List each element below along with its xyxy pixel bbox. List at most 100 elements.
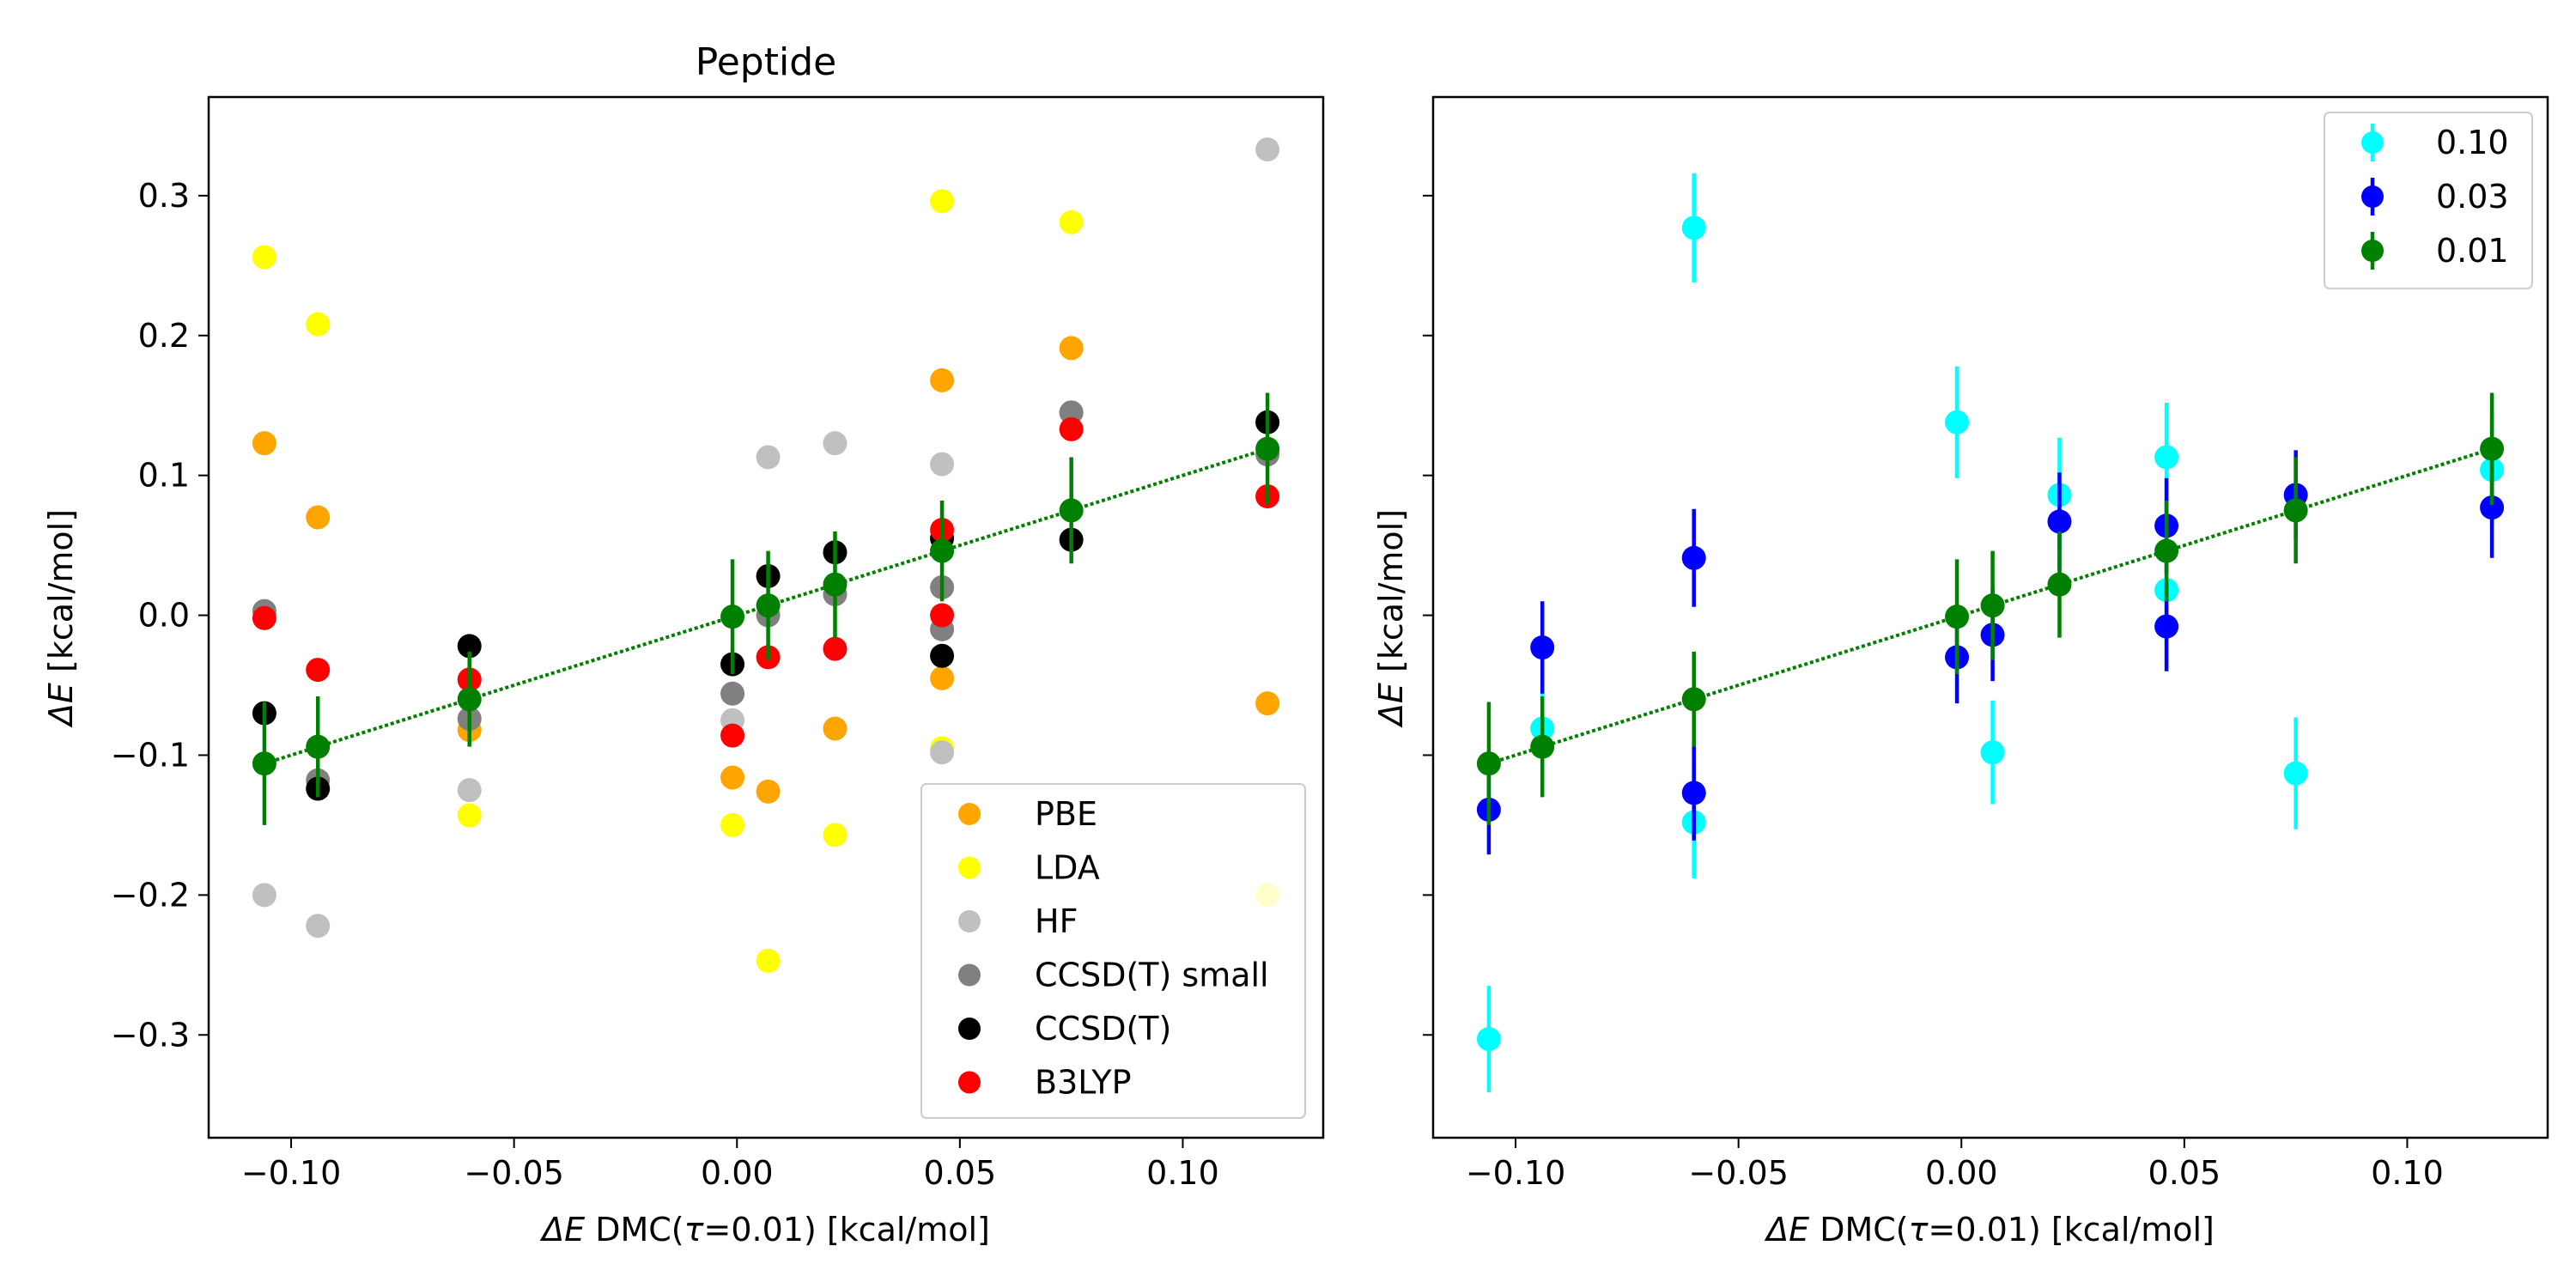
legend-label: CCSD(T) small: [1035, 957, 1269, 994]
y-tick-label: 0.1: [138, 457, 190, 495]
point-hf: [930, 452, 955, 477]
errorbar-point: [756, 593, 781, 618]
point-lda: [1059, 210, 1084, 234]
legend-label: PBE: [1035, 795, 1097, 833]
errorbar-point: [1945, 410, 1970, 434]
x-axis-label: ΔE DMC(τ=0.01) [kcal/mol]: [1764, 1211, 2215, 1249]
x-tick-label: 0.00: [701, 1154, 774, 1192]
errorbar-point: [1681, 687, 1706, 712]
y-axis-label-part: [kcal/mol]: [42, 509, 80, 683]
x-tick-label: −0.05: [1688, 1154, 1788, 1192]
legend-frame: [920, 783, 1306, 1119]
legend-marker: [958, 856, 981, 879]
legend-label: B3LYP: [1035, 1064, 1132, 1102]
plot-area-frame: [207, 95, 1325, 1139]
y-axis-label: ΔE [kcal/mol]: [42, 509, 80, 728]
y-tick-label: 0.2: [138, 317, 190, 355]
legend-marker: [958, 910, 981, 933]
legend-marker: [958, 1071, 981, 1094]
legend-label: 0.01: [2436, 232, 2509, 270]
x-tick-label: 0.10: [2371, 1154, 2444, 1192]
legend-marker: [958, 1018, 981, 1040]
y-tick-label: −0.2: [111, 876, 190, 914]
x-tick-label: −0.05: [464, 1154, 563, 1192]
errorbar-point: [2154, 614, 2179, 639]
x-tick-label: 0.00: [1925, 1154, 1998, 1192]
x-axis-label-part: DMC(: [1809, 1211, 1908, 1249]
x-tick-label: −0.10: [241, 1154, 341, 1192]
data-layer: [252, 137, 1280, 973]
errorbar-point: [1530, 635, 1555, 660]
x-axis-label-part: DMC(: [585, 1211, 683, 1249]
legend-label: 0.10: [2436, 124, 2509, 161]
point-hf: [306, 914, 331, 939]
errorbar-point: [1681, 545, 1706, 570]
errorbar-point: [2480, 436, 2505, 461]
x-tick-label: 0.10: [1146, 1154, 1219, 1192]
errorbar-point: [2047, 509, 2072, 534]
y-tick-label: 0.0: [138, 597, 190, 635]
point-pbe: [930, 665, 955, 690]
chart-title: Peptide: [696, 40, 836, 84]
x-axis-label-part: ΔE: [539, 1211, 585, 1249]
point-lda: [457, 803, 482, 828]
legend-label: CCSD(T): [1035, 1010, 1171, 1048]
point-hf: [457, 778, 482, 803]
legend-label: LDA: [1035, 849, 1100, 887]
point-pbe: [823, 716, 848, 741]
point-lda: [252, 245, 276, 270]
errorbar-point: [1980, 740, 2005, 765]
y-axis-label-part: [kcal/mol]: [1372, 509, 1410, 683]
x-axis-label-part: =0.01) [kcal/mol]: [1929, 1211, 2215, 1249]
point-pbe: [306, 505, 331, 530]
x-axis-label-part: =0.01) [kcal/mol]: [704, 1211, 990, 1249]
y-tick-label: 0.3: [138, 177, 190, 215]
point-lda: [823, 823, 848, 848]
fit-line: [264, 447, 1268, 766]
point-pbe: [1059, 336, 1084, 361]
errorbar-point: [1476, 1027, 1501, 1052]
point-lda: [306, 312, 331, 337]
point-lda: [720, 812, 745, 837]
y-axis-label-part: ΔE: [42, 683, 80, 728]
errorbar-point: [2283, 498, 2308, 523]
point-hf: [252, 883, 276, 908]
legend-label: HF: [1035, 902, 1078, 940]
x-tick-label: 0.05: [924, 1154, 997, 1192]
y-tick-label: −0.3: [111, 1016, 190, 1054]
point-pbe: [1255, 691, 1280, 716]
errorbar-point: [457, 687, 482, 712]
legend-marker: [2361, 240, 2384, 262]
y-axis-label: ΔE [kcal/mol]: [1372, 509, 1410, 728]
legend: PBE LDA HF CCSD(T) small CCSD(T) B3LYP: [920, 783, 1306, 1119]
point-ccsd-t-: [457, 634, 482, 659]
point-lda: [756, 948, 781, 973]
point-pbe: [756, 779, 781, 804]
errorbar-point: [2480, 495, 2505, 520]
point-hf: [756, 445, 781, 470]
x-tick-label: −0.10: [1466, 1154, 1565, 1192]
point-ccsd-t-: [930, 643, 955, 668]
point-b3lyp: [252, 605, 276, 630]
errorbar-point: [1980, 593, 2005, 618]
point-pbe: [720, 765, 745, 790]
x-axis-label-part: τ: [684, 1211, 705, 1249]
point-hf: [823, 431, 848, 456]
legend-marker: [2361, 131, 2384, 154]
errorbar-point: [720, 605, 745, 629]
errorbar-point: [1255, 436, 1280, 461]
point-extra: [930, 368, 955, 392]
legend-marker: [958, 963, 981, 987]
legend-marker: [2361, 185, 2384, 208]
point-b3lyp: [930, 603, 955, 628]
plot-area-frame: [1431, 95, 2549, 1139]
x-axis-label-part: ΔE: [1764, 1211, 1809, 1249]
y-axis-label-part: ΔE: [1372, 683, 1410, 728]
errorbar-point: [2154, 538, 2179, 563]
errorbar-point: [2154, 445, 2179, 470]
errorbar-point: [1530, 734, 1555, 759]
errorbar-point: [1681, 781, 1706, 805]
y-tick-label: −0.1: [111, 736, 190, 774]
x-tick-label: 0.05: [2148, 1154, 2221, 1192]
